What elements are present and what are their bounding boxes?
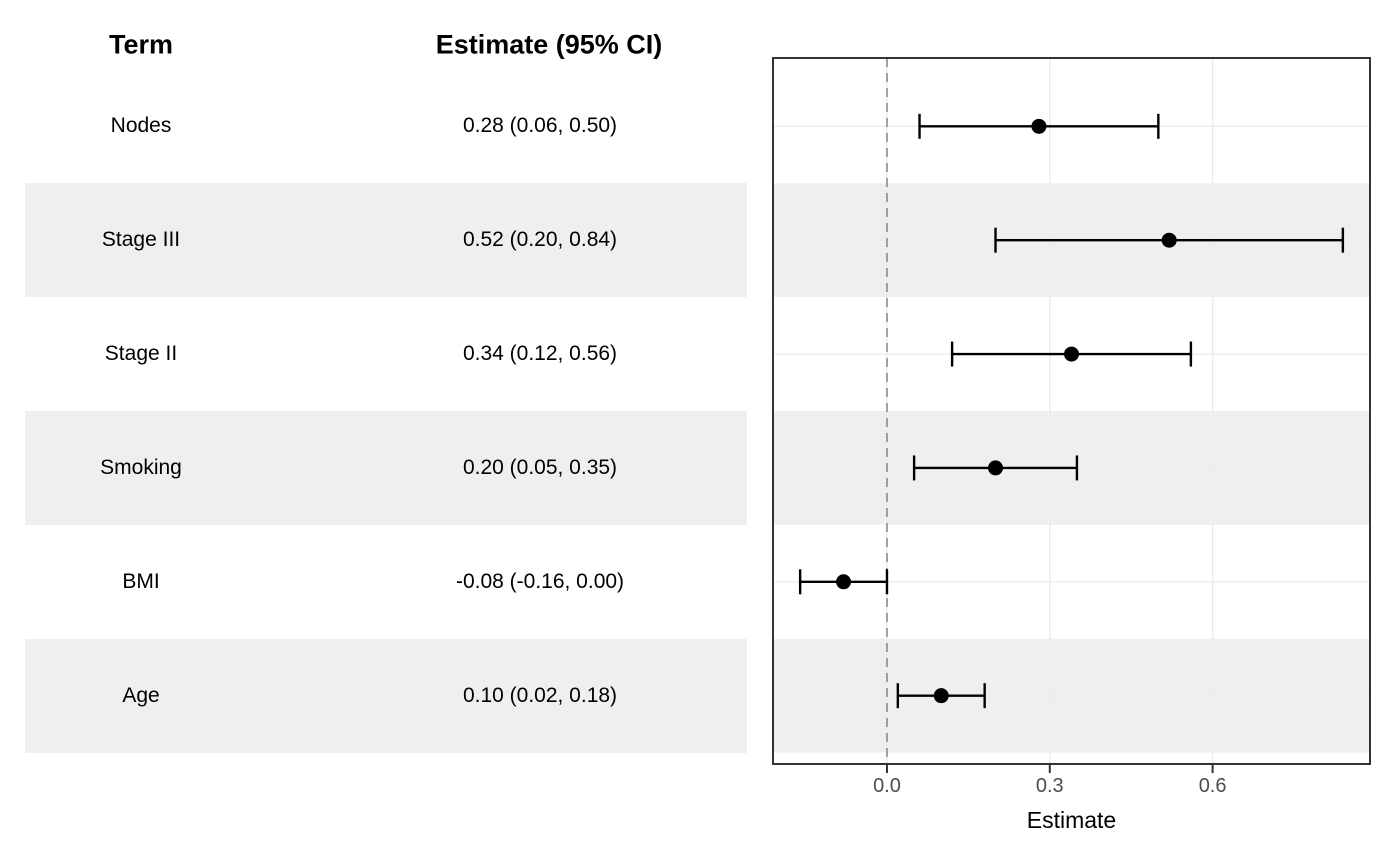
estimate-ci-label: 0.20 (0.05, 0.35) [462,455,618,479]
panel-border [772,57,1371,765]
estimate-ci-label: 0.34 (0.12, 0.56) [462,342,618,366]
estimate-point [836,574,852,590]
term-label: Age [122,683,160,707]
estimate-point [1161,232,1177,248]
x-axis-title: Estimate [1027,807,1116,833]
estimate-ci-label: 0.10 (0.02, 0.18) [462,683,618,707]
x-tick-label: 0.3 [1036,775,1064,797]
term-label: Stage II [104,342,178,366]
estimate-point [1064,346,1079,362]
term-label: Smoking [100,455,182,479]
row-stripe [25,638,747,753]
estimate-ci-label: -0.08 (-0.16, 0.00) [455,569,625,593]
row-stripe [25,411,747,525]
estimate-point [1031,118,1047,134]
x-tick-label: 0.0 [873,775,901,797]
term-label: BMI [122,569,160,593]
term-column-header: Term [108,29,174,60]
estimate-point [988,460,1004,476]
estimate-column-header: Estimate (95% CI) [435,29,663,60]
term-label: Nodes [110,114,172,138]
estimate-ci-label: 0.52 (0.20, 0.84) [462,228,618,252]
estimate-point [933,688,949,704]
term-label: Stage III [101,228,181,252]
estimate-ci-label: 0.28 (0.06, 0.50) [462,114,618,138]
row-stripe [25,183,747,298]
x-tick-label: 0.6 [1199,775,1227,797]
